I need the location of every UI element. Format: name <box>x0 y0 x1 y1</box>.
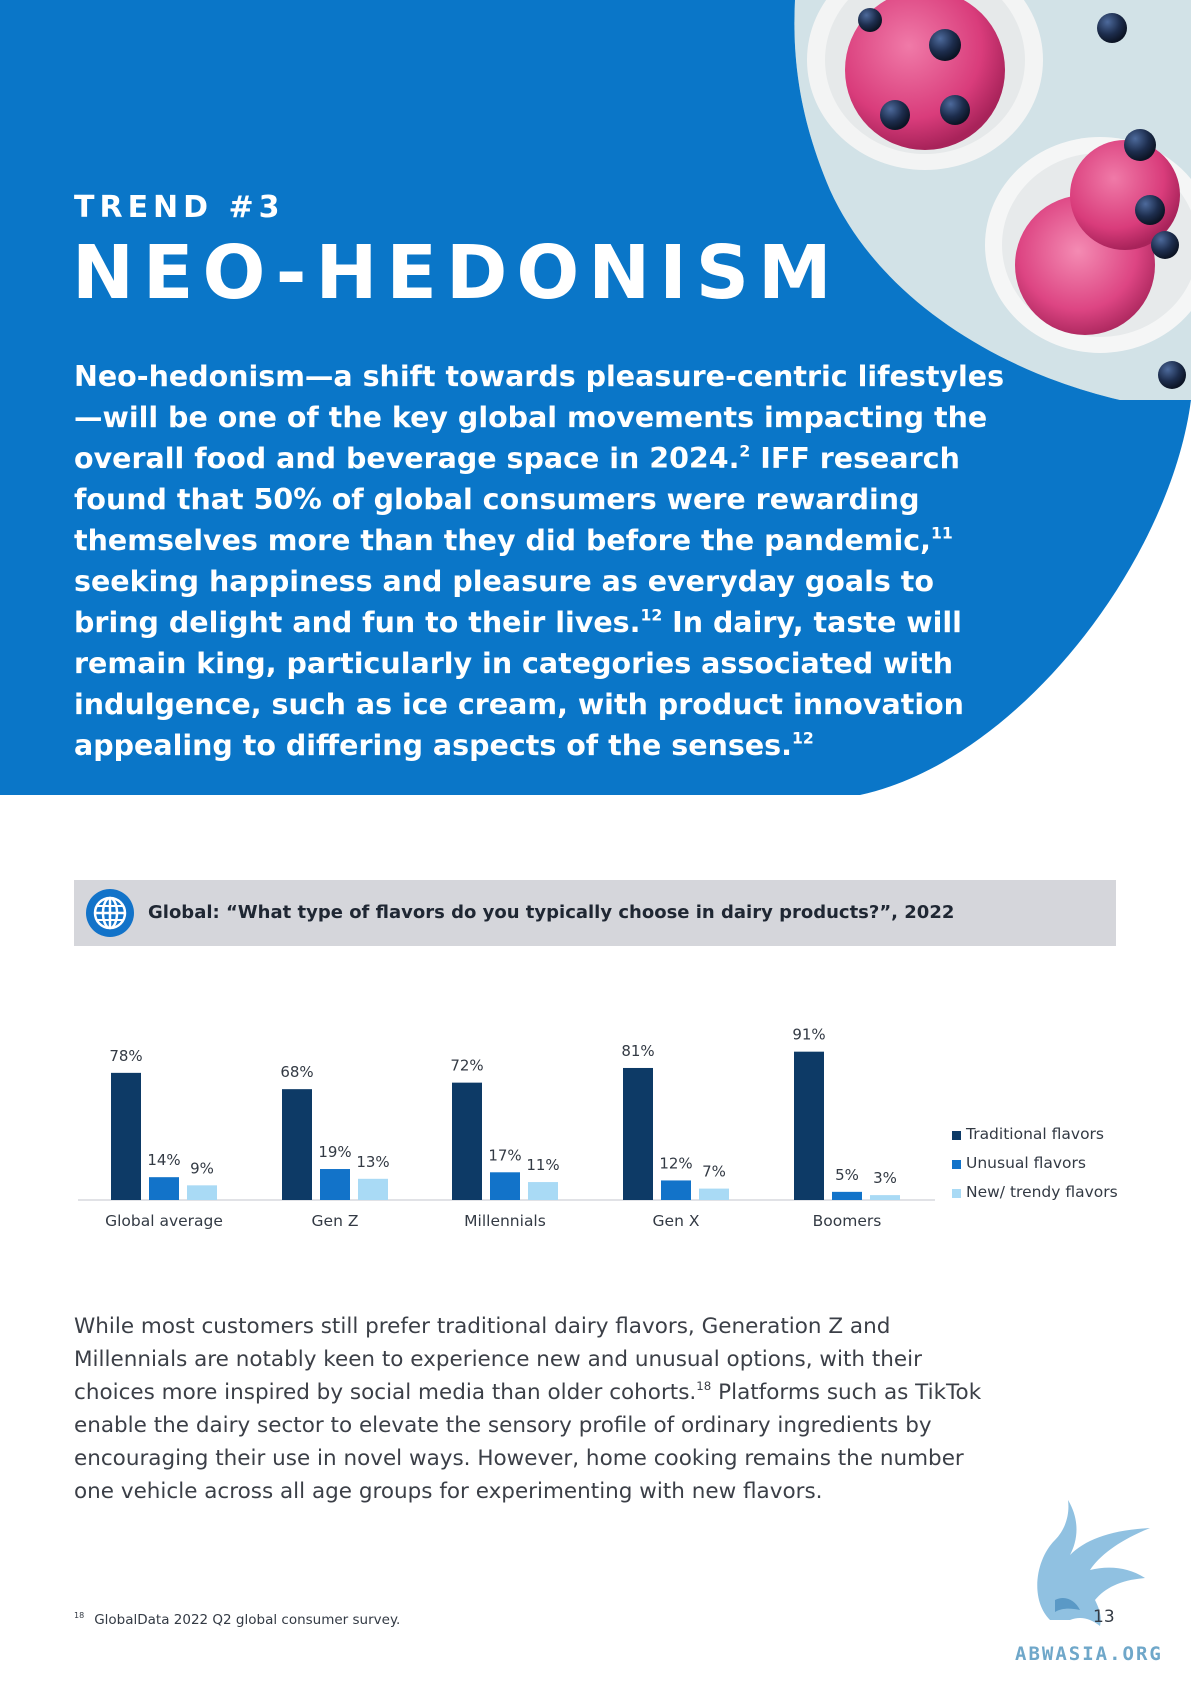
bar-unusual-flavors <box>661 1180 691 1200</box>
footnote-text: GlobalData 2022 Q2 global consumer surve… <box>94 1612 401 1628</box>
bar-traditional-flavors <box>452 1082 482 1200</box>
data-label: 17% <box>488 1146 521 1164</box>
body-paragraph: While most customers still prefer tradit… <box>74 1310 994 1508</box>
data-label: 78% <box>109 1047 142 1065</box>
data-label: 81% <box>621 1042 654 1060</box>
legend-item: Unusual flavors <box>952 1152 1172 1181</box>
bar-unusual-flavors <box>832 1191 862 1200</box>
data-label: 3% <box>873 1169 897 1187</box>
category-label: Gen Z <box>312 1212 359 1230</box>
legend-item: New/ trendy flavors <box>952 1181 1172 1210</box>
bar-unusual-flavors <box>320 1169 350 1200</box>
data-label: 5% <box>835 1166 859 1184</box>
text-segment: seeking happiness and pleasure as everyd… <box>74 565 934 639</box>
bar-new-trendy-flavors <box>699 1188 729 1200</box>
data-label: 9% <box>190 1159 214 1177</box>
trend-label: TREND #3 <box>74 190 285 225</box>
data-label: 19% <box>318 1143 351 1161</box>
legend-item: Traditional flavors <box>952 1123 1172 1152</box>
bar-new-trendy-flavors <box>870 1195 900 1200</box>
chart-legend: Traditional flavors Unusual flavors New/ t… <box>952 1123 1172 1210</box>
legend-label: Unusual flavors <box>966 1154 1086 1172</box>
griffin-logo-icon <box>1037 1500 1150 1626</box>
data-label: 68% <box>280 1063 313 1081</box>
reference-superscript: 12 <box>791 728 814 748</box>
bar-new-trendy-flavors <box>187 1185 217 1200</box>
reference-superscript: 12 <box>640 605 663 625</box>
data-label: 13% <box>356 1153 389 1171</box>
legend-label: Traditional flavors <box>966 1125 1104 1143</box>
bar-new-trendy-flavors <box>528 1182 558 1200</box>
reference-superscript: 11 <box>931 523 953 543</box>
data-label: 72% <box>450 1057 483 1075</box>
data-label: 91% <box>792 1026 825 1044</box>
flavor-preference-chart: 78% 14% 9% Global average 68% 19% 13% Gen Z 72% 1… <box>78 1026 935 1230</box>
watermark-text: ABWASIA.ORG <box>1015 1643 1163 1665</box>
legend-swatch <box>952 1160 961 1169</box>
bar-traditional-flavors <box>794 1051 824 1200</box>
text-segment: IFF research found that 50% of global co… <box>74 442 960 557</box>
reference-superscript: 18 <box>696 1379 712 1394</box>
chart-header: Global: “What type of flavors do you typ… <box>74 880 1116 946</box>
category-label: Gen X <box>653 1212 700 1230</box>
data-label: 7% <box>702 1163 726 1181</box>
category-label: Global average <box>105 1212 223 1230</box>
bar-traditional-flavors <box>111 1072 141 1200</box>
text-segment: Platforms such as TikTok enable the dair… <box>74 1380 982 1504</box>
legend-swatch <box>952 1131 961 1140</box>
footnote: 18 GlobalData 2022 Q2 global consumer sur… <box>74 1611 400 1628</box>
legend-label: New/ trendy flavors <box>966 1183 1118 1201</box>
category-label: Boomers <box>813 1212 882 1230</box>
text-segment: Neo-hedonism—a shift towards pleasure-ce… <box>74 360 1005 475</box>
bar-unusual-flavors <box>149 1177 179 1200</box>
text-segment: While most customers still prefer tradit… <box>74 1314 922 1405</box>
text-segment: In dairy, taste will remain king, partic… <box>74 606 964 762</box>
page-number: 13 <box>1093 1607 1115 1627</box>
bar-unusual-flavors <box>490 1172 520 1200</box>
page-title: NEO-HEDONISM <box>72 230 841 316</box>
category-label: Millennials <box>464 1212 546 1230</box>
bar-traditional-flavors <box>282 1089 312 1200</box>
data-label: 11% <box>526 1156 559 1174</box>
footnote-marker: 18 <box>74 1611 85 1620</box>
bar-new-trendy-flavors <box>358 1178 388 1200</box>
reference-superscript: 2 <box>739 441 751 461</box>
chart-title: Global: “What type of flavors do you typ… <box>148 902 955 923</box>
globe-icon <box>86 889 134 937</box>
data-label: 12% <box>659 1154 692 1172</box>
hero-paragraph: Neo-hedonism—a shift towards pleasure-ce… <box>74 356 1014 766</box>
data-label: 14% <box>147 1151 180 1169</box>
hero-background <box>0 0 1191 795</box>
bar-traditional-flavors <box>623 1067 653 1200</box>
legend-swatch <box>952 1189 961 1198</box>
